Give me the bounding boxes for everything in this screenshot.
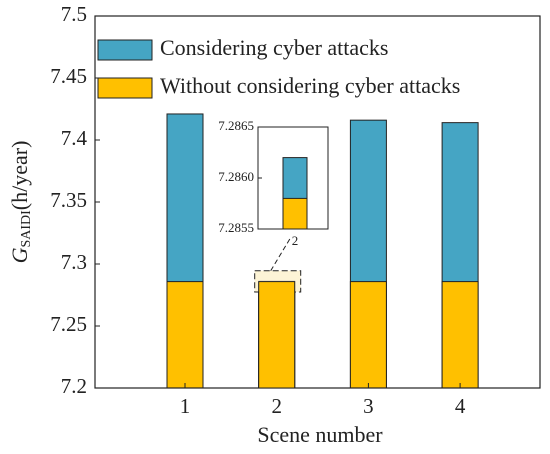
inset-x-tick-label: 2 xyxy=(292,233,299,248)
y-label-main: G xyxy=(7,247,32,263)
y-tick-label: 7.5 xyxy=(61,2,87,26)
legend-swatch xyxy=(97,77,153,99)
y-tick-label: 7.3 xyxy=(61,250,87,274)
x-axis-label: Scene number xyxy=(257,422,383,447)
x-tick-label: 1 xyxy=(180,394,191,418)
y-label-unit: (h/year) xyxy=(7,141,32,211)
plot-frame xyxy=(94,15,541,389)
bar xyxy=(258,281,296,389)
x-tick-label: 2 xyxy=(271,394,282,418)
inset-bars xyxy=(282,157,308,229)
y-tick-label: 7.4 xyxy=(61,126,88,150)
inset-y-tick-label: 7.2865 xyxy=(218,118,254,133)
legend-label: Considering cyber attacks xyxy=(160,35,389,60)
inset-y-tick-label: 7.2860 xyxy=(218,169,254,184)
legend-swatch xyxy=(97,39,153,61)
x-tick-label: 4 xyxy=(455,394,466,418)
legend-label: Without considering cyber attacks xyxy=(160,73,460,98)
y-axis-label: GSAIDI(h/year) xyxy=(7,141,34,264)
y-tick-label: 7.35 xyxy=(50,188,87,212)
bar xyxy=(166,281,204,389)
zoom-connector xyxy=(270,236,292,271)
x-tick-label: 3 xyxy=(363,394,374,418)
y-label-sub: SAIDI xyxy=(19,210,34,248)
y-tick-label: 7.2 xyxy=(61,374,87,398)
y-tick-label: 7.25 xyxy=(50,312,87,336)
y-tick-label: 7.45 xyxy=(50,64,87,88)
inset-bar xyxy=(282,197,308,229)
bar xyxy=(349,281,387,389)
inset-y-tick-label: 7.2855 xyxy=(218,220,254,235)
bar xyxy=(441,281,479,389)
